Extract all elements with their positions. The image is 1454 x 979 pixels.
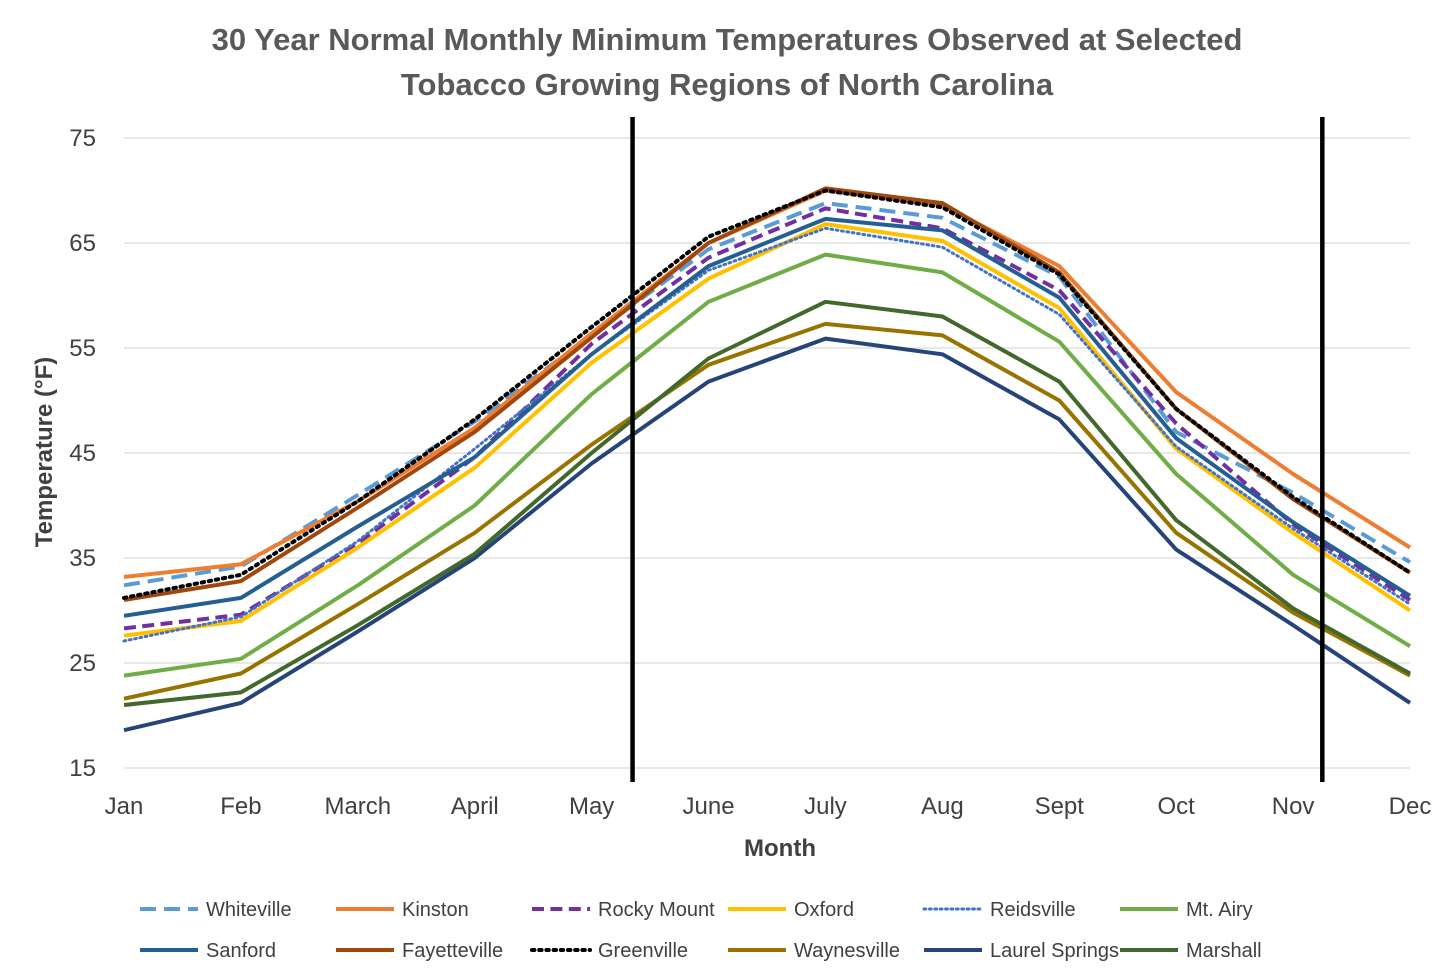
y-axis-title: Temperature (°F) (31, 357, 58, 548)
series-lines (122, 186, 1412, 733)
x-tick-label: July (804, 793, 847, 820)
legend-item-reidsville: Reidsville (922, 899, 1076, 921)
legend-item-waynesville: Waynesville (728, 940, 900, 962)
series-line-sanford (123, 216, 1412, 618)
legend-item-greenville: Greenville (530, 940, 688, 962)
series-line-laurel-springs (123, 336, 1412, 733)
legend-label: Oxford (794, 899, 854, 921)
series-line-reidsville (122, 226, 1412, 643)
legend-item-rocky-mount: Rocky Mount (532, 899, 715, 921)
legend-label: Marshall (1186, 940, 1262, 962)
legend-item-laurel-springs: Laurel Springs (924, 940, 1119, 962)
y-tick-label: 35 (69, 545, 96, 572)
chart-title-line-2: Tobacco Growing Regions of North Carolin… (401, 67, 1054, 102)
y-tick-label: 55 (69, 335, 96, 362)
x-tick-label: April (451, 793, 499, 820)
x-tick-label: June (683, 793, 735, 820)
y-tick-label: 65 (69, 230, 96, 257)
x-tick-label: Feb (220, 793, 261, 820)
reference-lines (630, 117, 1325, 782)
x-tick-label: Oct (1158, 793, 1196, 820)
legend-label: Fayetteville (402, 940, 503, 962)
legend-item-whiteville: Whiteville (140, 899, 292, 921)
y-tick-label: 15 (69, 755, 96, 782)
y-axis-ticks: 15 25 35 45 55 65 75 (69, 125, 96, 782)
legend-item-fayetteville: Fayetteville (336, 940, 503, 962)
series-line-greenville (122, 188, 1412, 600)
legend-label: Greenville (598, 940, 688, 962)
legend-label: Sanford (206, 940, 276, 962)
x-tick-label: March (324, 793, 391, 820)
x-axis-ticks: Jan Feb March April May June July Aug Sept Oct Nov… (105, 793, 1432, 820)
chart-title-line-1: 30 Year Normal Monthly Minimum Temperatu… (212, 22, 1243, 57)
legend-label: Reidsville (990, 899, 1076, 921)
y-tick-label: 45 (69, 440, 96, 467)
x-tick-label: Jan (105, 793, 144, 820)
legend-item-oxford: Oxford (728, 899, 854, 921)
legend-item-sanford: Sanford (140, 940, 276, 962)
x-tick-label: Nov (1272, 793, 1315, 820)
legend-label: Laurel Springs (990, 940, 1119, 962)
x-tick-label: Aug (921, 793, 964, 820)
series-line-oxford (123, 222, 1412, 638)
legend-label: Mt. Airy (1186, 899, 1253, 921)
legend-item-marshall: Marshall (1120, 940, 1262, 962)
series-line-mt-airy (123, 252, 1412, 678)
y-tick-label: 75 (69, 125, 96, 152)
legend-label: Waynesville (794, 940, 900, 962)
x-tick-label: May (569, 793, 614, 820)
x-tick-label: Sept (1035, 793, 1085, 820)
legend-item-mt-airy: Mt. Airy (1120, 899, 1253, 921)
x-tick-label: Dec (1389, 793, 1432, 820)
legend-item-kinston: Kinston (336, 899, 469, 921)
legend-label: Rocky Mount (598, 899, 715, 921)
legend-label: Kinston (402, 899, 469, 921)
legend-label: Whiteville (206, 899, 292, 921)
y-tick-label: 25 (69, 650, 96, 677)
legend: Whiteville Kinston Rocky Mount Oxford Reidsv… (140, 899, 1262, 962)
series-line-waynesville (123, 321, 1411, 701)
series-line-marshall (123, 299, 1411, 707)
x-axis-title: Month (744, 835, 816, 862)
